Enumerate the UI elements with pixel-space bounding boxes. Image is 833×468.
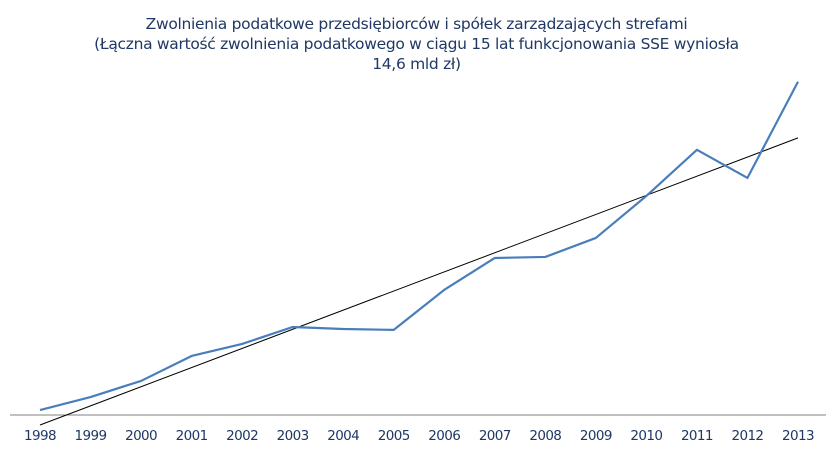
x-tick-label: 2012 (731, 428, 763, 444)
x-tick-label: 2007 (479, 428, 511, 444)
x-tick-label: 2004 (327, 428, 359, 444)
title-line-2: (Łączna wartość zwolnienia podatkowego w… (94, 35, 739, 53)
x-tick-label: 2008 (529, 428, 561, 444)
title-line-1: Zwolnienia podatkowe przedsiębiorców i s… (145, 15, 688, 33)
x-tick-label: 2009 (580, 428, 612, 444)
series-line (39, 81, 799, 412)
x-tick-label: 2000 (125, 428, 157, 444)
x-tick-label: 2013 (782, 428, 814, 444)
x-tick-label: 2010 (630, 428, 662, 444)
x-tick-label: 2011 (681, 428, 713, 444)
x-tick-label: 2006 (428, 428, 460, 444)
x-tick-label: 2003 (277, 428, 309, 444)
title-line-3: 14,6 mld zł) (372, 55, 461, 73)
x-tick-label: 2001 (176, 428, 208, 444)
x-tick-label: 2002 (226, 428, 258, 444)
x-tick-label: 2005 (378, 428, 410, 444)
x-tick-label: 1999 (75, 428, 107, 444)
chart-title: Zwolnienia podatkowe przedsiębiorców i s… (0, 14, 833, 74)
trendline (39, 137, 799, 426)
x-tick-label: 1998 (24, 428, 56, 444)
